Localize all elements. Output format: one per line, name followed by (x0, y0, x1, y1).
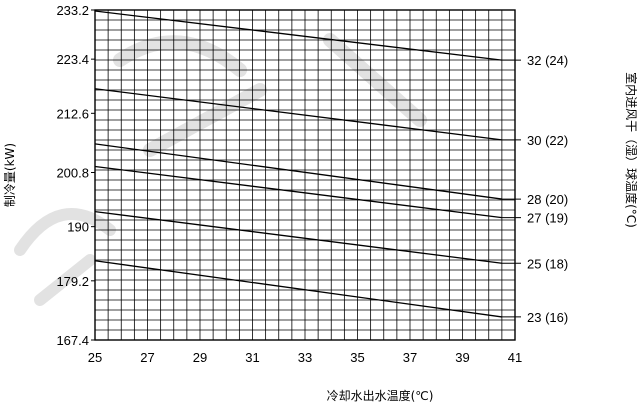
right-axis-label: 室内进风干（湿）球温度(°C) (624, 72, 637, 228)
x-tick-label: 35 (350, 350, 364, 365)
series-line (94, 10, 502, 61)
plot-frame (94, 9, 516, 341)
series-label: 27 (19) (527, 211, 568, 226)
series-line (94, 260, 502, 318)
series-line (94, 143, 502, 200)
x-tick-labels: 25 27 29 31 33 35 37 39 41 (88, 350, 522, 365)
x-tick-label: 33 (298, 350, 312, 365)
series-line (94, 210, 502, 264)
y-tick-label: 167.4 (56, 333, 89, 348)
watermark-stroke (14, 208, 116, 306)
series-lines (94, 10, 521, 318)
x-tick-label: 27 (140, 350, 154, 365)
series-label: 25 (18) (527, 256, 568, 271)
x-axis-label: 冷却水出水温度(℃) (327, 388, 434, 403)
y-tick-label: 233.2 (56, 3, 89, 18)
x-tick-label: 37 (403, 350, 417, 365)
x-tick-label: 31 (245, 350, 259, 365)
y-tick-label: 190 (67, 220, 89, 235)
series-line (94, 165, 502, 219)
series-label: 32 (24) (527, 53, 568, 68)
series-label: 30 (22) (527, 133, 568, 148)
series-label: 28 (20) (527, 192, 568, 207)
y-tick-labels: 233.2 223.4 212.6 200.8 190 179.2 167.4 (56, 3, 95, 348)
y-axis-label: 制冷量(kW) (3, 143, 17, 207)
series-labels: 32 (24) 30 (22) 28 (20) 27 (19) 25 (18) 23 (1… (527, 53, 568, 325)
y-tick-label: 212.6 (56, 106, 89, 121)
plot-border (94, 9, 516, 341)
series-line (94, 88, 502, 141)
x-tick-label: 41 (508, 350, 522, 365)
y-tick-label: 179.2 (56, 274, 89, 289)
x-tick-label: 25 (88, 350, 102, 365)
x-tick-label: 39 (455, 350, 469, 365)
y-tick-label: 223.4 (56, 52, 89, 67)
y-tick-label: 200.8 (56, 165, 89, 180)
watermark-stroke (113, 33, 427, 157)
series-label: 23 (16) (527, 310, 568, 325)
x-tick-label: 29 (193, 350, 207, 365)
